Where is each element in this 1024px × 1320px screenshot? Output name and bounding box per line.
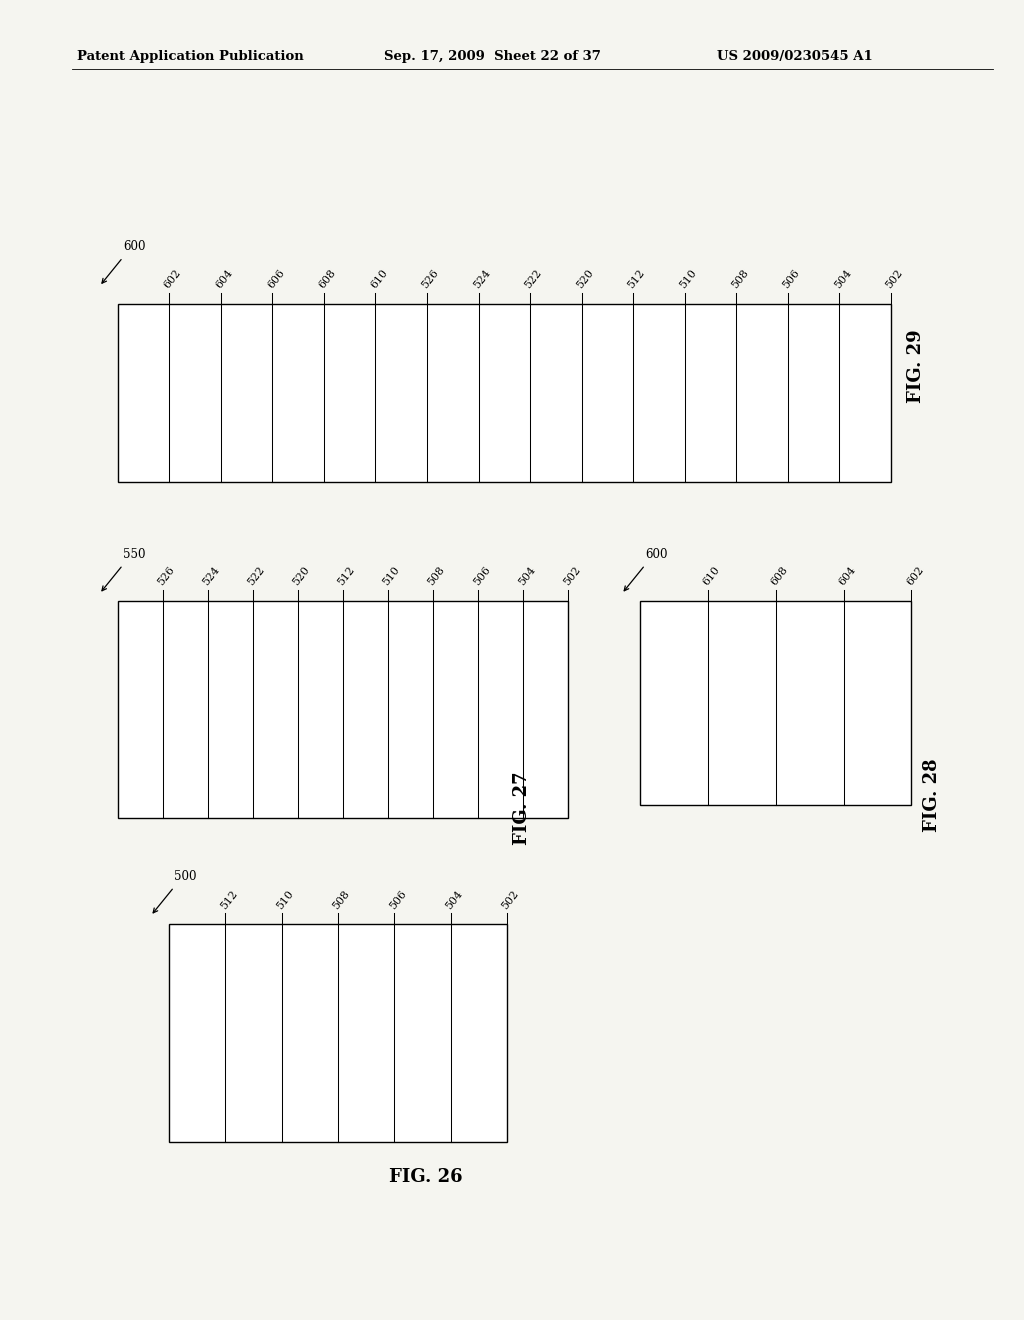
Text: 502: 502 — [884, 268, 905, 290]
Text: 500: 500 — [174, 870, 197, 883]
Text: 510: 510 — [274, 888, 296, 911]
Text: FIG. 27: FIG. 27 — [513, 771, 531, 845]
Text: FIG. 29: FIG. 29 — [907, 329, 926, 403]
Text: 520: 520 — [291, 565, 312, 587]
Text: 606: 606 — [265, 268, 287, 290]
Text: 504: 504 — [833, 268, 853, 290]
Text: 508: 508 — [729, 268, 751, 290]
Text: 502: 502 — [561, 565, 583, 587]
Text: 526: 526 — [420, 268, 441, 290]
Text: 602: 602 — [904, 565, 926, 587]
Text: 506: 506 — [471, 565, 493, 587]
Text: 506: 506 — [781, 268, 802, 290]
Text: 550: 550 — [123, 548, 145, 561]
Text: 502: 502 — [500, 888, 521, 911]
Text: 506: 506 — [387, 888, 409, 911]
Text: 512: 512 — [336, 565, 357, 587]
Bar — [118, 601, 568, 818]
Text: Patent Application Publication: Patent Application Publication — [77, 50, 303, 63]
Text: 510: 510 — [381, 565, 402, 587]
Text: 608: 608 — [317, 268, 338, 290]
Text: 522: 522 — [523, 268, 544, 290]
Text: 504: 504 — [443, 888, 464, 911]
Text: 520: 520 — [574, 268, 596, 290]
Text: 524: 524 — [472, 268, 493, 290]
Text: 600: 600 — [645, 548, 668, 561]
Text: 600: 600 — [123, 240, 145, 253]
Text: 602: 602 — [163, 268, 183, 290]
Text: 508: 508 — [426, 565, 447, 587]
Text: 610: 610 — [701, 565, 722, 587]
Text: 610: 610 — [369, 268, 389, 290]
Bar — [169, 924, 507, 1142]
Text: 512: 512 — [218, 888, 240, 911]
Text: US 2009/0230545 A1: US 2009/0230545 A1 — [717, 50, 872, 63]
Bar — [118, 304, 891, 482]
Text: 608: 608 — [769, 565, 790, 587]
Text: Sep. 17, 2009  Sheet 22 of 37: Sep. 17, 2009 Sheet 22 of 37 — [384, 50, 601, 63]
Text: 522: 522 — [246, 565, 267, 587]
Text: FIG. 26: FIG. 26 — [389, 1168, 463, 1187]
Text: 512: 512 — [627, 268, 647, 290]
Bar — [640, 601, 911, 805]
Text: 604: 604 — [837, 565, 857, 587]
Text: 604: 604 — [214, 268, 234, 290]
Text: 508: 508 — [331, 888, 352, 911]
Text: 526: 526 — [156, 565, 177, 587]
Text: 504: 504 — [516, 565, 537, 587]
Text: FIG. 28: FIG. 28 — [923, 758, 941, 832]
Text: 510: 510 — [678, 268, 698, 290]
Text: 524: 524 — [201, 565, 221, 587]
